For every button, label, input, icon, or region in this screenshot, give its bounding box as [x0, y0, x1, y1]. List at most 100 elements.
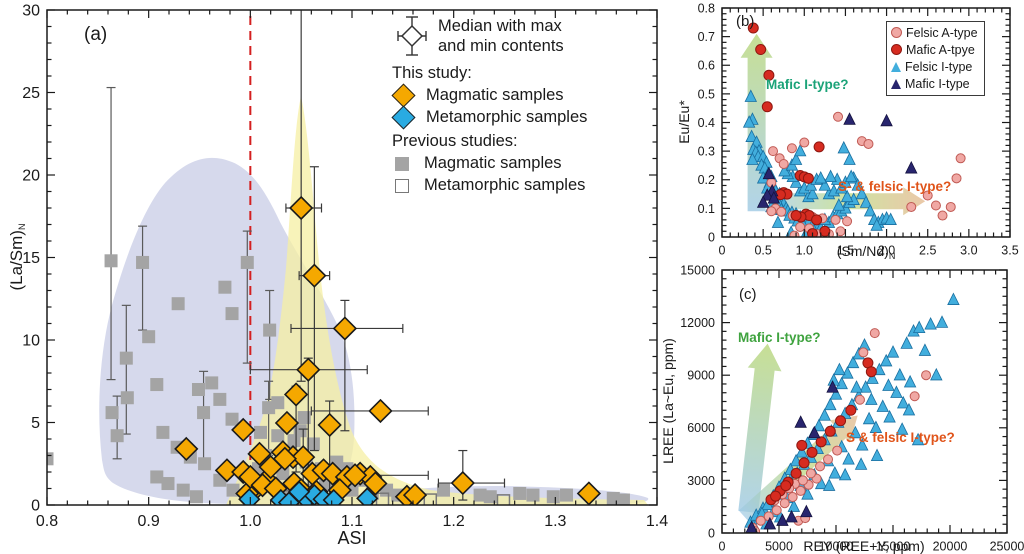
gray-square-icon — [395, 156, 409, 171]
svg-text:1.2: 1.2 — [443, 513, 465, 530]
panel-a-label: (a) — [84, 24, 108, 45]
svg-text:10000: 10000 — [819, 540, 854, 554]
svg-text:0.5: 0.5 — [754, 244, 771, 258]
pink-circle-icon — [891, 27, 902, 38]
svg-text:5: 5 — [31, 415, 40, 432]
svg-text:0: 0 — [31, 498, 40, 515]
panel-b-legend: Felsic A-type Mafic A-tpye Felsic I-type… — [886, 21, 985, 96]
svg-text:1.3: 1.3 — [544, 513, 566, 530]
mafic-trend-arrow — [738, 343, 782, 514]
a-plot-area — [47, 10, 649, 505]
markers-this-study-magmatic-samples — [174, 195, 602, 505]
svg-text:15000: 15000 — [680, 263, 715, 277]
legend-previous-studies-heading: Previous studies: — [392, 132, 518, 150]
panel-c-label: (c) — [739, 286, 757, 303]
panel-b-y-axis-title: Eu/Eu* — [676, 100, 692, 144]
svg-text:15000: 15000 — [876, 540, 911, 554]
svg-text:3.5: 3.5 — [1001, 244, 1018, 258]
c-plot-area — [738, 292, 960, 533]
median-max-min-icon — [397, 16, 427, 56]
svg-text:2.5: 2.5 — [919, 244, 936, 258]
svg-text:0.4: 0.4 — [698, 116, 715, 130]
markers-mafic-i-type — [745, 380, 839, 533]
svg-text:0.8: 0.8 — [698, 1, 715, 15]
svg-text:0: 0 — [719, 540, 726, 554]
svg-text:30: 30 — [22, 3, 40, 20]
markers-this-study-metamorphic-samples — [238, 480, 379, 505]
panel-b-x-axis-title: (Sm/Nd)N — [836, 243, 896, 261]
markers-mafic-a-type — [765, 357, 877, 506]
svg-text:0.1: 0.1 — [698, 202, 715, 216]
series-this-study-magmatic-samples — [174, 10, 602, 505]
svg-text:2.0: 2.0 — [878, 244, 895, 258]
error-bars-this-study-magmatic-samples — [249, 10, 506, 501]
panel-c-y-axis-title: LREE (La~Eu, ppm) — [660, 338, 676, 464]
markers-mafic-a-type — [747, 22, 831, 237]
legend-magmatic-row: Magmatic samples — [391, 83, 662, 108]
panel-a-y-axis-title: (La/Sm)N — [7, 223, 27, 291]
svg-text:0.3: 0.3 — [698, 145, 715, 159]
svg-text:5000: 5000 — [765, 540, 793, 554]
series-mafic-a-type — [765, 357, 877, 506]
svg-text:25: 25 — [22, 85, 40, 102]
open-square-icon — [395, 178, 409, 193]
legend-felsic-i-row: Felsic I-type — [891, 58, 978, 75]
legend-mafic-i-row: Mafic I-type — [891, 75, 978, 92]
c-axes: 0 5000 10000 15000 20000 25000 0 3000 6000 9000 12… — [680, 263, 1024, 553]
panel-c-mafic-trend-label: Mafic I-type? — [738, 330, 821, 345]
svg-text:0.7: 0.7 — [698, 30, 715, 44]
panel-b-mafic-trend-label: Mafic I-type? — [766, 77, 849, 92]
svg-text:3.0: 3.0 — [960, 244, 977, 258]
svg-text:0.5: 0.5 — [698, 87, 715, 101]
svg-text:1.0: 1.0 — [796, 244, 813, 258]
legend-mafic-a-row: Mafic A-tpye — [891, 41, 978, 58]
markers-felsic-a-type — [747, 328, 932, 533]
svg-text:20000: 20000 — [933, 540, 968, 554]
legend-felsic-a-row: Felsic A-type — [891, 24, 978, 41]
error-bars-previous-magmatic-samples — [106, 86, 275, 468]
panel-a-x-axis-title: ASI — [337, 528, 367, 548]
panel-a-legend: Median with max and min contents This st… — [391, 10, 662, 198]
series-this-study-metamorphic-samples — [238, 480, 379, 505]
a-axes: 0.8 0.9 1.0 1.1 1.2 1.3 1.4 0 5 10 15 20 25 30 — [22, 3, 668, 530]
svg-text:0: 0 — [719, 244, 726, 258]
yellow-field — [226, 96, 648, 505]
svg-text:0.2: 0.2 — [698, 173, 715, 187]
svg-text:6000: 6000 — [687, 421, 715, 435]
svg-text:25000: 25000 — [990, 540, 1024, 554]
legend-this-study-heading: This study: — [392, 64, 472, 82]
legend-prev-magmatic-row: Magmatic samples — [392, 154, 662, 173]
panel-c-felsic-trend-label: S & felsic I-type? — [846, 430, 955, 445]
svg-text:10: 10 — [22, 333, 40, 350]
svg-text:3000: 3000 — [687, 474, 715, 488]
series-felsic-a-type — [747, 328, 932, 533]
svg-text:0.6: 0.6 — [698, 59, 715, 73]
panel-b-felsic-trend-label: S- & felsic I-type? — [838, 179, 952, 194]
svg-text:1.0: 1.0 — [239, 513, 261, 530]
legend-median-row: Median with max and min contents — [392, 13, 662, 59]
blue-diamond-icon — [391, 105, 416, 130]
svg-text:0.9: 0.9 — [138, 513, 160, 530]
b-axes: 0 0.5 1.0 1.5 2.0 2.5 3.0 3.5 0 0.1 0.2 0.3 0.4 0.5 0.… — [698, 1, 1019, 257]
series-mafic-a-type — [747, 22, 831, 237]
svg-text:15: 15 — [22, 250, 40, 267]
svg-text:0: 0 — [708, 230, 715, 244]
svg-text:20: 20 — [22, 168, 40, 185]
svg-text:1.1: 1.1 — [341, 513, 363, 530]
svg-text:1.4: 1.4 — [646, 513, 668, 530]
b-plot-area — [740, 22, 966, 237]
legend-prev-metamorphic-row: Metamorphic samples — [392, 176, 662, 195]
svg-text:9000: 9000 — [687, 369, 715, 383]
panel-c-x-axis-title: REY (REE+Y, ppm) — [803, 538, 925, 554]
navy-triangle-icon — [891, 78, 901, 89]
series-mafic-i-type — [745, 380, 839, 533]
svg-text:1.5: 1.5 — [837, 244, 854, 258]
orange-diamond-icon — [391, 83, 416, 108]
panel-b-label: (b) — [736, 13, 755, 30]
svg-text:12000: 12000 — [680, 316, 715, 330]
svg-text:0: 0 — [708, 526, 715, 540]
legend-metamorphic-row: Metamorphic samples — [391, 105, 662, 130]
